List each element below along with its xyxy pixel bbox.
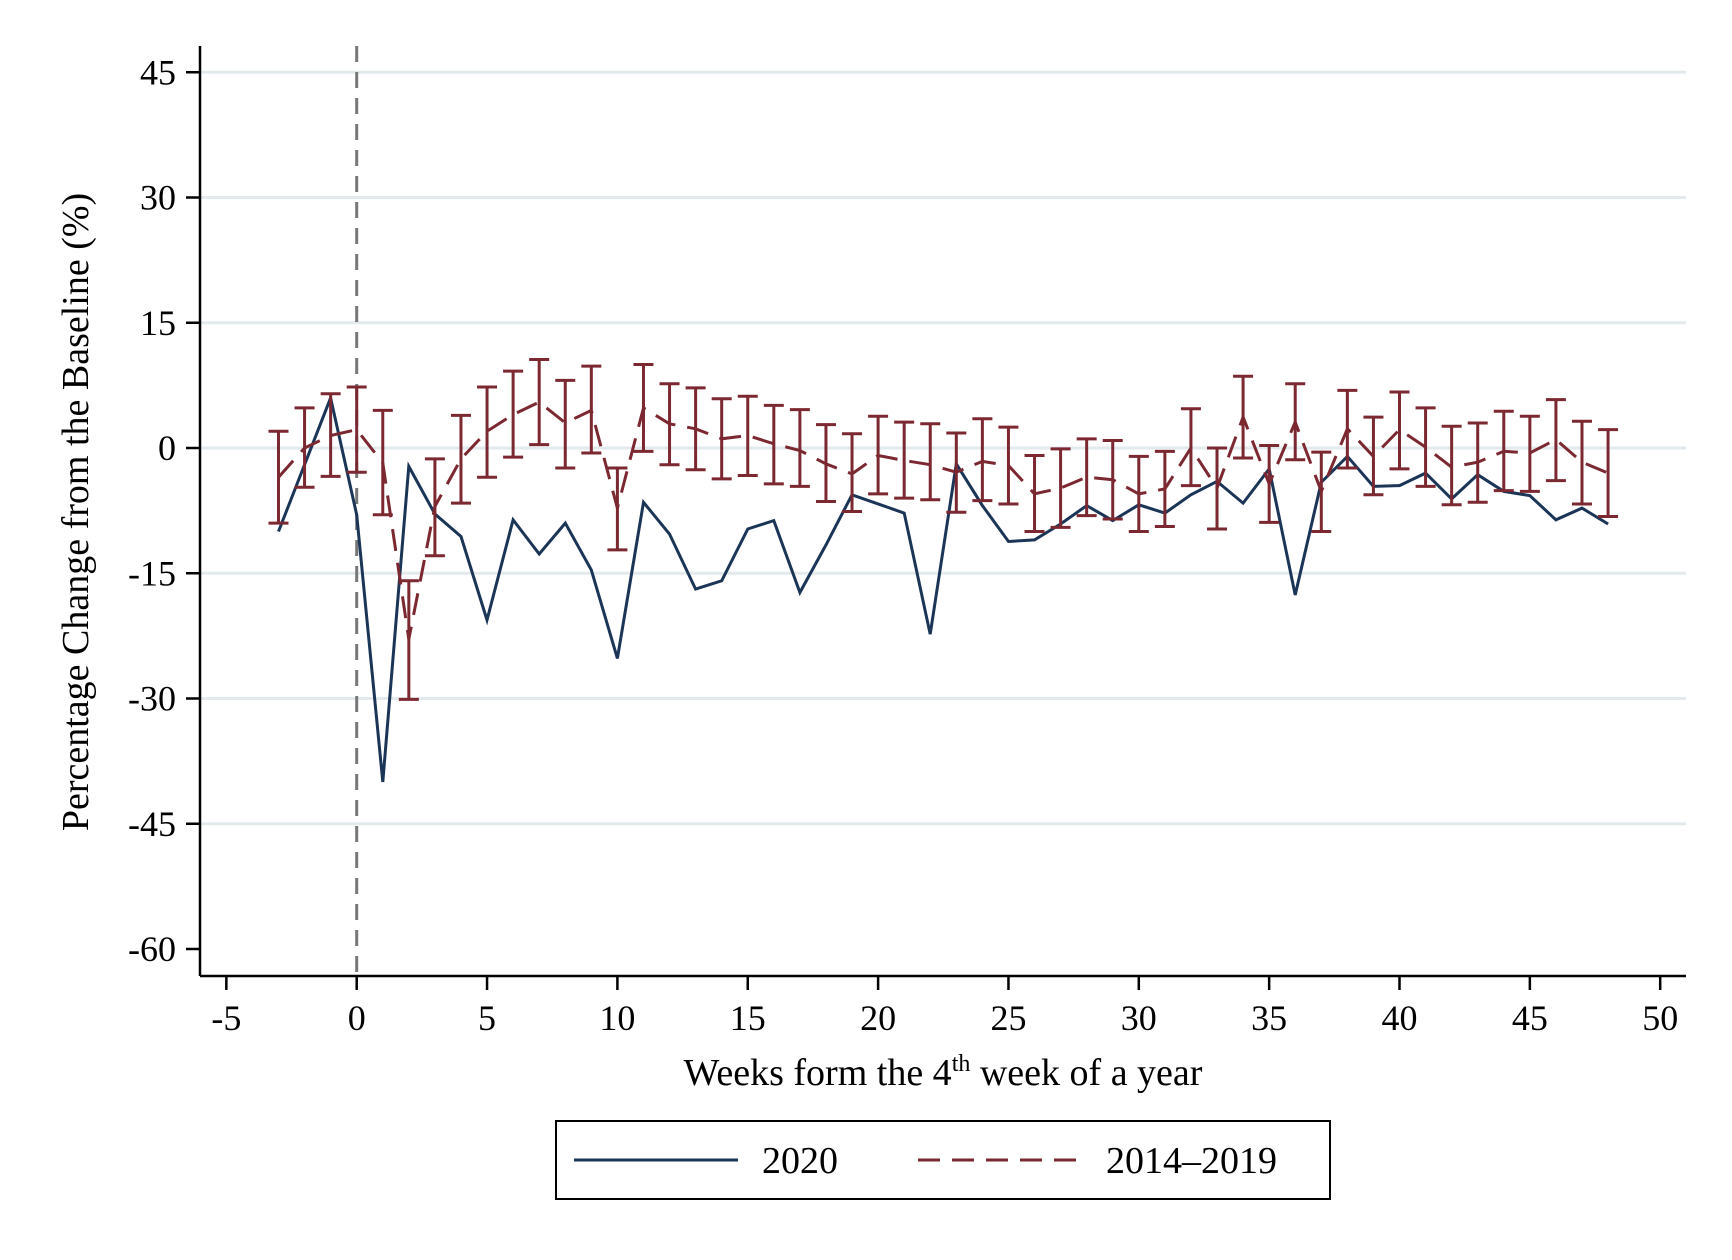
- x-tick-label-5: 5: [478, 998, 496, 1038]
- axes-group: [198, 46, 1686, 978]
- y-tick-label-45: 45: [140, 52, 176, 92]
- legend-label-2020: 2020: [762, 1140, 838, 1182]
- x-tick-label-35: 35: [1251, 998, 1287, 1038]
- y-tick-label-30: 30: [140, 178, 176, 218]
- x-tick-label--5: -5: [211, 998, 241, 1038]
- x-tick-label-20: 20: [860, 998, 896, 1038]
- x-axis-title: Weeks form the 4th week of a year: [684, 1051, 1203, 1094]
- x-tick-label-45: 45: [1512, 998, 1548, 1038]
- grid-lines: [200, 70, 1686, 826]
- x-tick-label-25: 25: [990, 998, 1026, 1038]
- y-tick-label--30: -30: [128, 679, 176, 719]
- y-tick-label-0: 0: [158, 428, 176, 468]
- x-axis-title-prefix: Weeks form the 4: [684, 1052, 952, 1094]
- series-2014-2019-line: [277, 400, 1609, 640]
- x-tick-label-50: 50: [1642, 998, 1678, 1038]
- x-tick-label-15: 15: [730, 998, 766, 1038]
- x-tick-label-40: 40: [1382, 998, 1418, 1038]
- legend-label-2014-2019: 2014–2019: [1106, 1140, 1277, 1182]
- x-tick-label-0: 0: [348, 998, 366, 1038]
- y-ticks-group: 45 30 15 0 -15 -30 -45 -60: [128, 52, 200, 969]
- x-ticks-group: -5 0 5 10 15 20 25 30 35 40 45 50: [211, 976, 1678, 1038]
- x-axis-title-suffix: week of a year: [970, 1052, 1202, 1094]
- y-axis-title: Percentage Change from the Baseline (%): [55, 193, 97, 831]
- x-tick-label-30: 30: [1121, 998, 1157, 1038]
- x-tick-label-10: 10: [599, 998, 635, 1038]
- x-axis-title-superscript: th: [952, 1051, 971, 1077]
- y-tick-label--45: -45: [128, 804, 176, 844]
- y-tick-label--60: -60: [128, 929, 176, 969]
- y-tick-label--15: -15: [128, 553, 176, 593]
- legend: 2020 2014–2019: [555, 1120, 1331, 1200]
- series-2014-2019-group: [268, 357, 1619, 701]
- y-tick-label-15: 15: [140, 303, 176, 343]
